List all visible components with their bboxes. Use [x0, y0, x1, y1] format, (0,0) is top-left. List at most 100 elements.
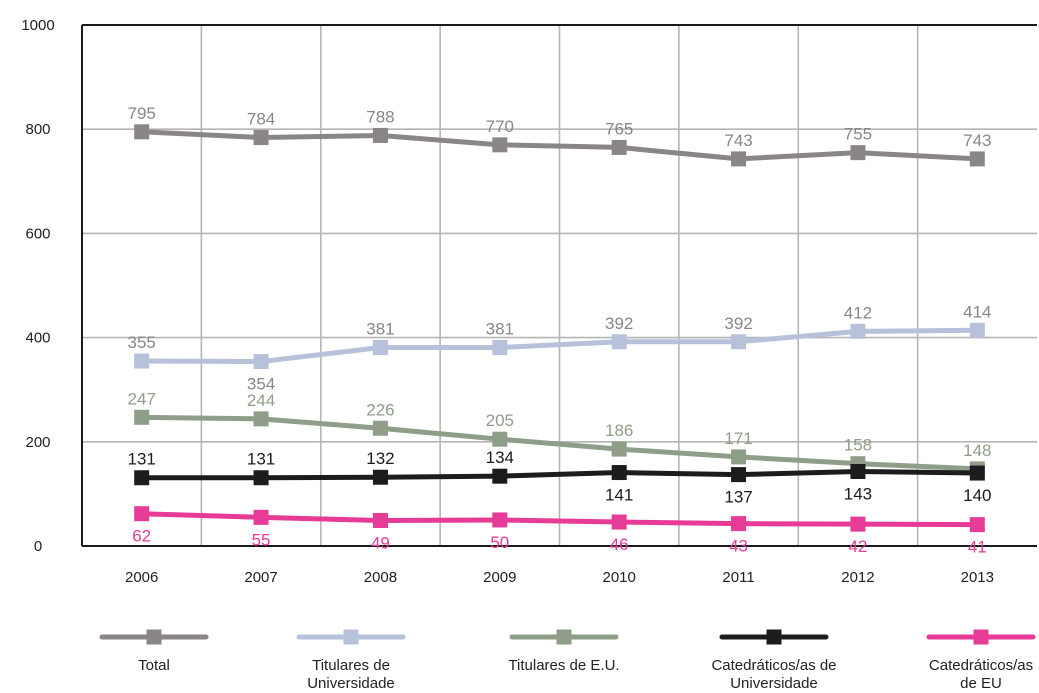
legend-item-2: Titulares de E.U.	[508, 629, 620, 674]
data-point-marker	[611, 441, 627, 457]
data-label: 131	[247, 450, 275, 469]
data-point-marker	[731, 516, 747, 532]
data-label: 381	[486, 319, 514, 338]
data-point-marker	[372, 339, 388, 355]
legend-label: de EU	[960, 675, 1002, 692]
data-point-marker	[134, 353, 150, 369]
data-label: 412	[844, 303, 872, 322]
data-point-marker	[372, 512, 388, 528]
data-label: 50	[490, 533, 509, 552]
x-tick-label: 2008	[364, 569, 397, 586]
data-point-marker	[969, 151, 985, 167]
data-label: 143	[844, 484, 872, 503]
series-line	[141, 468, 978, 481]
data-point-marker	[850, 145, 866, 161]
data-label: 355	[128, 333, 156, 352]
data-label: 743	[724, 131, 752, 150]
y-tick-label: 400	[25, 330, 50, 347]
data-point-marker	[850, 463, 866, 479]
x-axis: 2006 2007 2008 2009 2010 2011 2012 2013	[82, 545, 1037, 586]
data-label: 62	[132, 527, 151, 546]
data-point-marker	[969, 322, 985, 338]
data-point-marker	[372, 469, 388, 485]
legend-marker	[973, 629, 989, 645]
x-tick-label: 2009	[483, 569, 516, 586]
legend-label: Catedráticos/as	[929, 657, 1033, 674]
y-tick-label: 1000	[21, 17, 54, 34]
data-label: 43	[729, 537, 748, 556]
legend-marker	[146, 629, 162, 645]
data-point-marker	[372, 127, 388, 143]
data-point-marker	[134, 470, 150, 486]
data-label: 141	[605, 486, 633, 505]
data-point-marker	[372, 420, 388, 436]
data-label: 247	[128, 389, 156, 408]
y-tick-label: 800	[25, 121, 50, 138]
data-point-marker	[253, 354, 269, 370]
series-1	[134, 322, 985, 370]
data-point-marker	[492, 468, 508, 484]
data-point-marker	[731, 467, 747, 483]
legend-marker	[766, 629, 782, 645]
data-point-marker	[253, 130, 269, 146]
y-tick-label: 0	[34, 538, 42, 555]
legend-marker	[556, 629, 572, 645]
data-point-marker	[134, 506, 150, 522]
data-label: 788	[366, 107, 394, 126]
data-label: 765	[605, 119, 633, 138]
data-label: 49	[371, 533, 390, 552]
data-point-marker	[492, 339, 508, 355]
data-label: 784	[247, 110, 275, 129]
data-label: 137	[724, 488, 752, 507]
data-label: 171	[724, 429, 752, 448]
data-label: 414	[963, 302, 991, 321]
data-point-marker	[731, 151, 747, 167]
x-tick-label: 2007	[244, 569, 277, 586]
data-label: 743	[963, 131, 991, 150]
legend-label: Titulares de E.U.	[508, 657, 619, 674]
data-label: 46	[610, 535, 629, 554]
data-point-marker	[611, 514, 627, 530]
series-line	[141, 511, 978, 528]
data-point-marker	[611, 334, 627, 350]
x-tick-label: 2006	[125, 569, 158, 586]
series-3	[134, 463, 985, 486]
x-tick-label: 2012	[841, 569, 874, 586]
legend-label: Universidade	[730, 675, 818, 692]
data-point-marker	[253, 509, 269, 525]
data-label: 795	[128, 104, 156, 123]
data-point-marker	[253, 411, 269, 427]
legend-label: Universidade	[307, 675, 395, 692]
x-tick-label: 2011	[722, 569, 754, 586]
data-label: 148	[963, 441, 991, 460]
series-2	[134, 409, 985, 477]
series-line	[141, 327, 978, 365]
data-label: 41	[968, 538, 987, 557]
data-label: 392	[724, 314, 752, 333]
data-point-marker	[492, 512, 508, 528]
data-label: 205	[486, 411, 514, 430]
legend-label: Titulares de	[312, 657, 390, 674]
data-point-marker	[731, 449, 747, 465]
data-label: 186	[605, 421, 633, 440]
data-label: 158	[844, 436, 872, 455]
x-tick-label: 2013	[961, 569, 994, 586]
data-point-marker	[611, 465, 627, 481]
x-tick-label: 2010	[603, 569, 636, 586]
data-point-marker	[850, 516, 866, 532]
series-line	[141, 129, 978, 162]
series-0	[134, 124, 985, 167]
data-point-marker	[492, 431, 508, 447]
legend-label: Catedráticos/as de	[711, 657, 836, 674]
legend-label: Total	[138, 657, 170, 674]
data-label: 381	[366, 319, 394, 338]
legend-marker	[343, 629, 359, 645]
data-label: 354	[247, 375, 275, 394]
data-point-marker	[969, 517, 985, 533]
data-label: 42	[848, 537, 867, 556]
data-label: 55	[252, 530, 271, 549]
grid	[82, 24, 1037, 546]
